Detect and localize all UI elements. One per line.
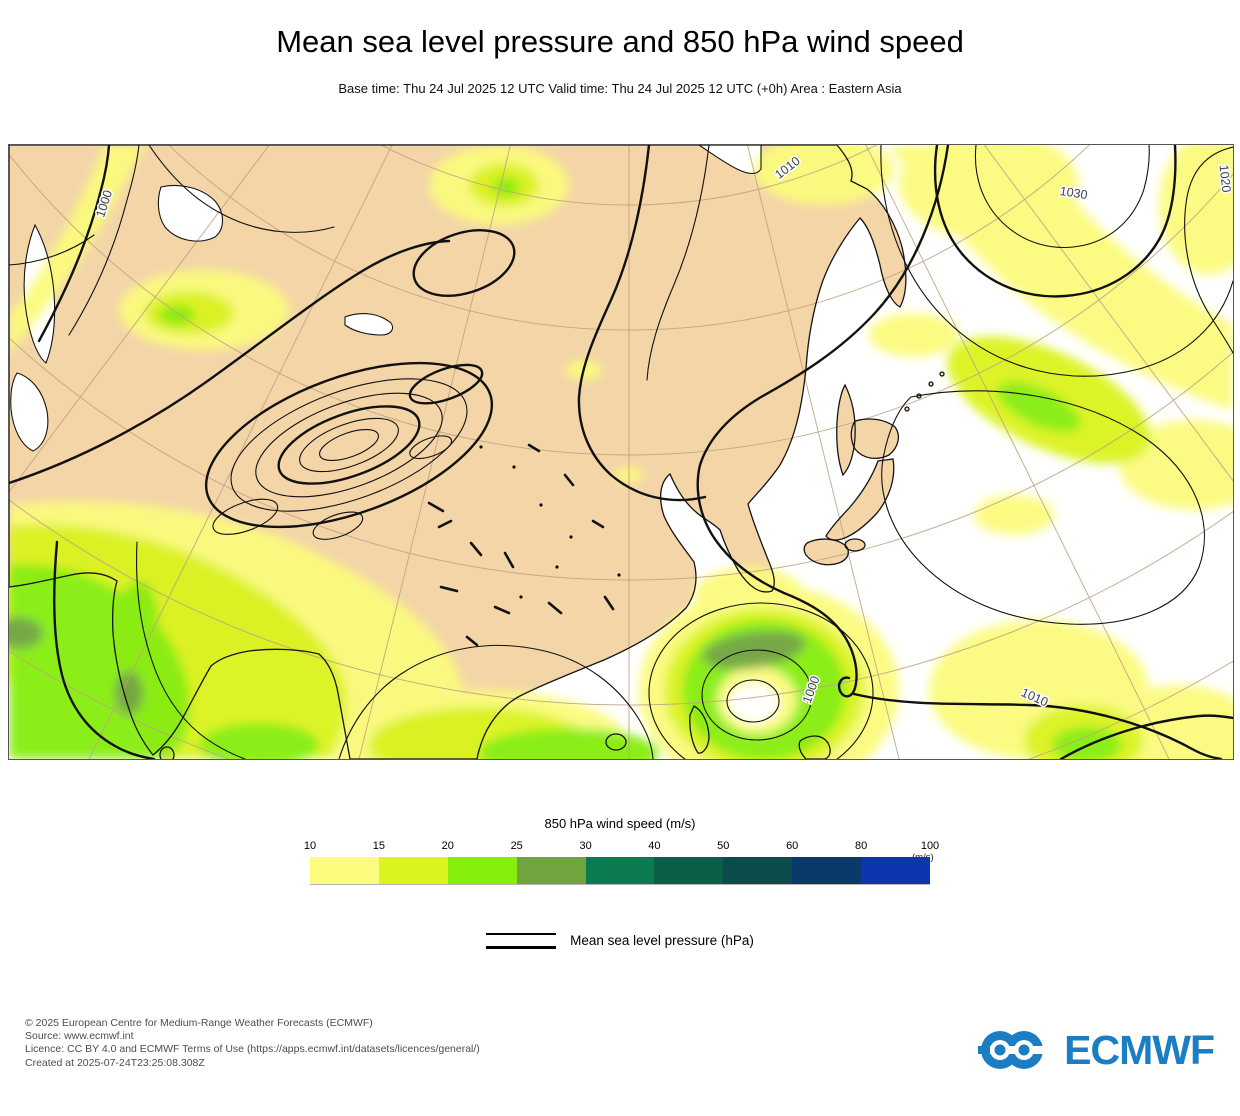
tick-label: 30 (579, 840, 592, 852)
colorbar-segment (585, 857, 655, 884)
colorbar-segment (447, 857, 517, 884)
colorbar-segment (792, 857, 862, 884)
pressure-line-sample (486, 930, 557, 950)
colorbar-segment (723, 857, 793, 884)
thin-isobar-line (486, 933, 557, 935)
ecmwf-logo: ECMWF (978, 1024, 1215, 1076)
tick-label: 100 (920, 840, 940, 852)
tick-label: 15 (372, 840, 386, 852)
tick-label: 60 (786, 840, 799, 852)
weather-map-canvas: 1000 1010 1030 1020 1000 1010 (9, 145, 1233, 759)
colorbar-segment (516, 857, 586, 884)
colorbar-segment (654, 857, 724, 884)
tick-label: 10 (303, 840, 317, 852)
tick-label: 50 (717, 840, 730, 852)
wind-legend-title: 850 hPa wind speed (m/s) (544, 816, 696, 831)
colorbar-segment (310, 857, 379, 884)
ecmwf-logo-text: ECMWF (1064, 1026, 1215, 1073)
wind-legend-ticks: 10 15 20 25 30 40 50 60 80 100 (304, 840, 939, 853)
isobar-layer (9, 145, 1233, 759)
wind-speed-colorbar (310, 857, 931, 885)
attribution-footer: © 2025 European Centre for Medium-Range … (25, 1017, 480, 1070)
created-at-line: Created at 2025-07-24T23:25:08.308Z (25, 1056, 205, 1069)
tick-label: 40 (648, 840, 661, 852)
page-title: Mean sea level pressure and 850 hPa wind… (276, 24, 964, 59)
page-subtitle: Base time: Thu 24 Jul 2025 12 UTC Valid … (338, 81, 902, 96)
colorbar-segment (861, 857, 931, 884)
wind-shade-calm-eye (729, 683, 779, 723)
source-line: Source: www.ecmwf.int (25, 1030, 134, 1043)
isobar-label: 1020 (1217, 164, 1233, 193)
ecmwf-logo-icon (978, 1031, 1045, 1069)
isobar-label: 1030 (1059, 184, 1089, 202)
pressure-legend-label: Mean sea level pressure (hPa) (570, 932, 754, 948)
weather-map: 1000 1010 1030 1020 1000 1010 (8, 144, 1234, 760)
licence-line: Licence: CC BY 4.0 and ECMWF Terms of Us… (25, 1043, 480, 1056)
tick-label: 80 (854, 840, 868, 852)
thick-isobar-line (486, 946, 557, 949)
tick-label: 20 (441, 840, 454, 852)
tick-label: 25 (510, 840, 523, 852)
pressure-legend: Mean sea level pressure (hPa) (0, 926, 1240, 954)
colorbar-segment (378, 857, 448, 884)
copyright-line: © 2025 European Centre for Medium-Range … (25, 1017, 373, 1029)
